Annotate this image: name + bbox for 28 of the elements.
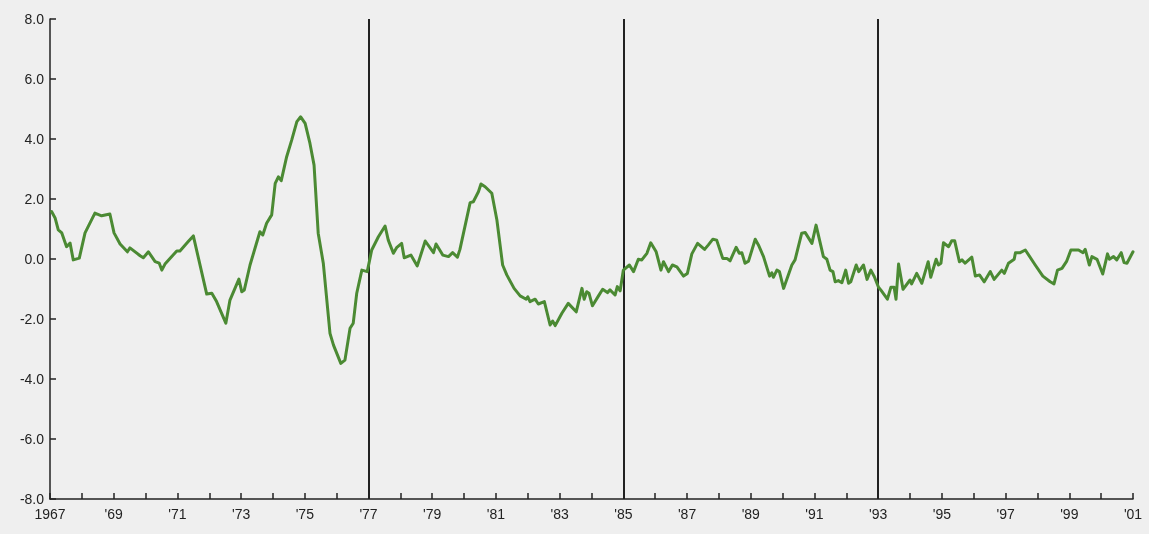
- y-tick-label: 8.0: [24, 11, 45, 27]
- x-tick-label: '75: [295, 506, 315, 522]
- x-tick-label: '73: [231, 506, 251, 522]
- x-tick-label: 1967: [34, 506, 66, 522]
- y-tick-label: 6.0: [24, 71, 45, 87]
- x-tick-label: '85: [614, 506, 633, 522]
- y-tick-label: 0.0: [24, 251, 45, 267]
- x-tick-label: '81: [486, 506, 506, 522]
- x-tick-label: '89: [741, 506, 761, 522]
- x-tick-label: '77: [359, 506, 378, 522]
- x-tick-label: '95: [932, 506, 952, 522]
- x-tick-label: '97: [996, 506, 1015, 522]
- x-tick-label: '99: [1060, 506, 1079, 522]
- x-tick-label: '83: [550, 506, 569, 522]
- x-tick-label: '87: [677, 506, 697, 522]
- x-tick-label: '91: [805, 506, 824, 522]
- y-tick-label: -6.0: [19, 431, 45, 447]
- y-tick-label: 2.0: [24, 191, 45, 207]
- line-series: [50, 115, 1135, 365]
- y-tick-label: -4.0: [19, 371, 45, 387]
- x-tick-label: '71: [168, 506, 187, 522]
- x-tick-label: '93: [869, 506, 888, 522]
- x-tick-label: '01: [1123, 506, 1143, 522]
- y-tick-label: 4.0: [24, 131, 45, 147]
- y-tick-label: -2.0: [19, 311, 45, 327]
- x-tick-label: '79: [423, 506, 442, 522]
- y-tick-label: -8.0: [19, 491, 45, 507]
- x-tick-label: '69: [104, 506, 124, 522]
